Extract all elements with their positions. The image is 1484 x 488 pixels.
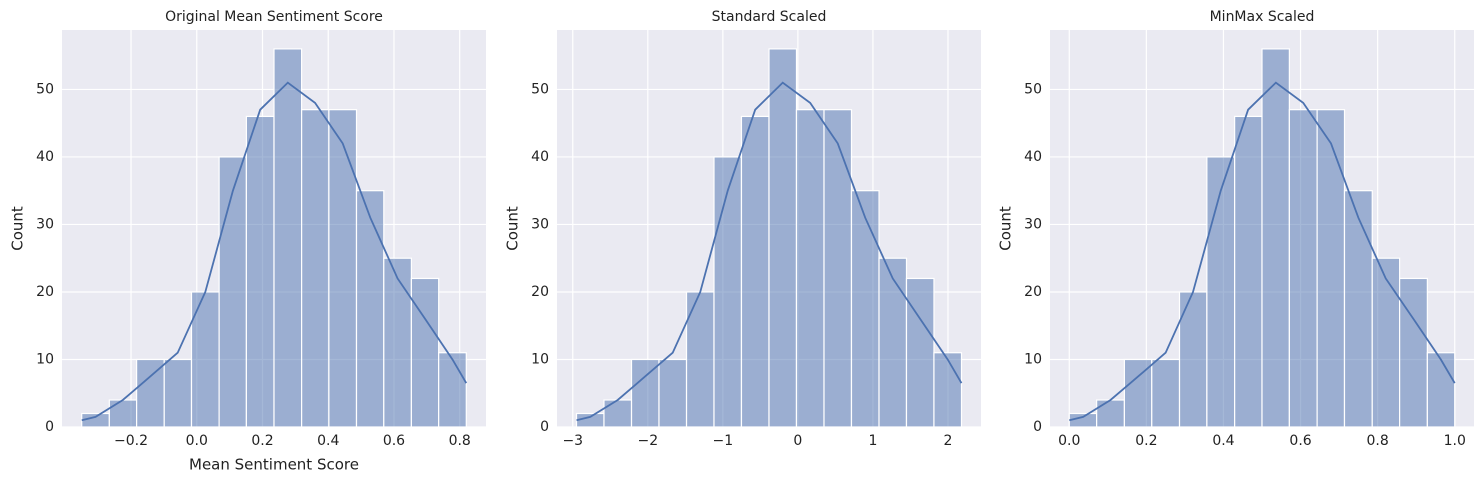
histogram-bar (1068, 412, 1098, 428)
y-tick-label: 50 (531, 81, 549, 97)
y-tick-label: 40 (1024, 149, 1042, 165)
y-axis-label: Count (504, 206, 522, 251)
histogram-bar (575, 412, 605, 428)
histogram-bar (713, 156, 743, 428)
kde-line (576, 81, 963, 422)
histogram-bar (301, 109, 330, 428)
y-tick-label: 0 (1033, 419, 1042, 435)
histogram-bar (933, 352, 963, 428)
histogram-bar (795, 109, 825, 428)
histogram-bar (1234, 115, 1263, 428)
histogram-bar (1316, 109, 1346, 428)
histogram-bar (1123, 358, 1153, 428)
histogram-bar (1426, 352, 1456, 428)
x-tick-label: 1 (868, 433, 877, 449)
x-tick-label: 0.2 (251, 433, 273, 449)
histogram-bar (905, 277, 935, 428)
x-tick-label: −2 (637, 433, 658, 449)
y-tick-label: 20 (36, 284, 54, 300)
histogram-bar (190, 291, 220, 428)
y-tick-label: 20 (1024, 284, 1042, 300)
histogram-bar (1343, 190, 1373, 428)
kde-line (1069, 81, 1456, 422)
y-axis-label: Count (997, 206, 1015, 251)
y-tick-label: 50 (1024, 81, 1042, 97)
x-tick-label: 0 (793, 433, 802, 449)
y-tick-label: 50 (36, 81, 54, 97)
y-axis-label: Count (9, 206, 27, 251)
histogram-bar (438, 352, 467, 428)
histogram-bar (1288, 109, 1318, 428)
y-tick-label: 40 (36, 149, 54, 165)
chart-title: Original Mean Sentiment Score (165, 9, 383, 25)
y-tick-label: 10 (36, 351, 54, 367)
chart-title: Standard Scaled (712, 9, 827, 25)
histogram-bar (1261, 48, 1290, 428)
histogram-bar (1096, 399, 1125, 428)
histogram-bar (1399, 277, 1428, 428)
histogram-bar (740, 115, 770, 428)
histogram-bar (383, 257, 412, 428)
x-tick-label: 0.8 (449, 433, 471, 449)
y-tick-label: 10 (531, 351, 549, 367)
histogram-bar (81, 412, 110, 428)
x-tick-label: 0.6 (1289, 433, 1311, 449)
x-tick-label: 0.0 (186, 433, 208, 449)
x-tick-label: 0.4 (1212, 433, 1234, 449)
chart-title: MinMax Scaled (1210, 9, 1315, 25)
histogram-bar (410, 277, 440, 428)
histogram-bar (850, 190, 880, 428)
histogram-bar (1151, 358, 1181, 428)
y-tick-label: 0 (45, 419, 54, 435)
x-tick-label: −3 (562, 433, 583, 449)
histogram-bar (355, 190, 385, 428)
histogram-bar (768, 48, 798, 428)
x-tick-label: −0.2 (114, 433, 148, 449)
histogram-bar (163, 358, 193, 428)
y-tick-label: 30 (531, 216, 549, 232)
x-tick-label: 0.0 (1058, 433, 1080, 449)
histogram-bar (603, 399, 633, 428)
y-tick-label: 30 (1024, 216, 1042, 232)
x-axis-label: Mean Sentiment Score (189, 456, 359, 474)
histogram-bar (878, 257, 908, 428)
y-tick-label: 10 (1024, 351, 1042, 367)
x-tick-label: −1 (713, 433, 734, 449)
histogram-bar (1178, 291, 1208, 428)
histogram-bar (823, 109, 853, 428)
histogram-bar (218, 156, 247, 428)
histogram-bar (658, 358, 688, 428)
x-tick-label: 0.6 (383, 433, 405, 449)
y-tick-label: 30 (36, 216, 54, 232)
x-tick-label: 0.4 (317, 433, 339, 449)
histogram-bar (1371, 257, 1401, 428)
y-tick-label: 20 (531, 284, 549, 300)
histogram-bar (328, 109, 358, 428)
histogram-bar (273, 48, 303, 428)
y-tick-label: 0 (540, 419, 549, 435)
x-tick-label: 1.0 (1444, 433, 1466, 449)
x-tick-label: 0.2 (1135, 433, 1157, 449)
y-tick-label: 40 (531, 149, 549, 165)
x-tick-label: 2 (944, 433, 953, 449)
x-tick-label: 0.8 (1367, 433, 1389, 449)
histogram-bar (245, 115, 275, 428)
histogram-bar (1206, 156, 1236, 428)
histogram-bar (108, 399, 138, 428)
kde-line (81, 81, 468, 422)
histogram-bar (630, 358, 660, 428)
histogram-bar (136, 358, 165, 428)
